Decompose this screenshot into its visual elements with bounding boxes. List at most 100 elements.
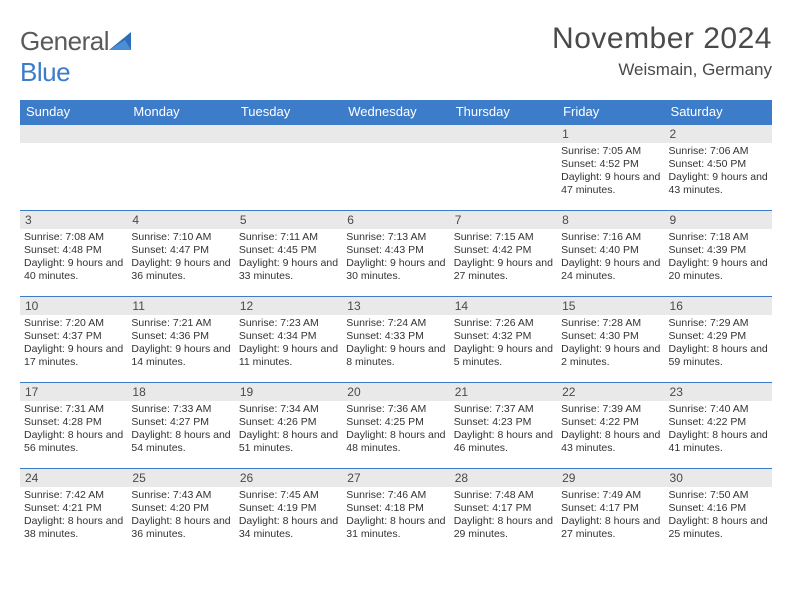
day-number: 29 <box>557 469 664 487</box>
calendar-head: SundayMondayTuesdayWednesdayThursdayFrid… <box>20 100 772 124</box>
calendar-cell: 6Sunrise: 7:13 AMSunset: 4:43 PMDaylight… <box>342 210 449 296</box>
day-number: 27 <box>342 469 449 487</box>
brand-logo: GeneralBlue <box>20 22 131 88</box>
calendar-cell: 5Sunrise: 7:11 AMSunset: 4:45 PMDaylight… <box>235 210 342 296</box>
day-number <box>342 125 449 143</box>
calendar-cell: 18Sunrise: 7:33 AMSunset: 4:27 PMDayligh… <box>127 382 234 468</box>
dow-header: Thursday <box>450 100 557 124</box>
day-info: Sunrise: 7:26 AMSunset: 4:32 PMDaylight:… <box>450 315 557 372</box>
triangle-icon <box>109 32 131 50</box>
day-number: 3 <box>20 211 127 229</box>
month-title: November 2024 <box>552 22 772 56</box>
day-number: 30 <box>665 469 772 487</box>
brand-text: GeneralBlue <box>20 26 131 88</box>
calendar-cell <box>450 124 557 210</box>
day-number <box>450 125 557 143</box>
day-info: Sunrise: 7:31 AMSunset: 4:28 PMDaylight:… <box>20 401 127 458</box>
calendar-cell: 2Sunrise: 7:06 AMSunset: 4:50 PMDaylight… <box>665 124 772 210</box>
day-number: 28 <box>450 469 557 487</box>
calendar-cell: 28Sunrise: 7:48 AMSunset: 4:17 PMDayligh… <box>450 468 557 554</box>
calendar-week: 24Sunrise: 7:42 AMSunset: 4:21 PMDayligh… <box>20 468 772 554</box>
calendar-cell: 8Sunrise: 7:16 AMSunset: 4:40 PMDaylight… <box>557 210 664 296</box>
day-number <box>127 125 234 143</box>
calendar-cell: 11Sunrise: 7:21 AMSunset: 4:36 PMDayligh… <box>127 296 234 382</box>
calendar-week: 3Sunrise: 7:08 AMSunset: 4:48 PMDaylight… <box>20 210 772 296</box>
calendar-cell: 27Sunrise: 7:46 AMSunset: 4:18 PMDayligh… <box>342 468 449 554</box>
calendar-cell <box>127 124 234 210</box>
dow-header: Sunday <box>20 100 127 124</box>
calendar-cell: 25Sunrise: 7:43 AMSunset: 4:20 PMDayligh… <box>127 468 234 554</box>
day-number: 12 <box>235 297 342 315</box>
calendar-cell: 15Sunrise: 7:28 AMSunset: 4:30 PMDayligh… <box>557 296 664 382</box>
dow-header: Tuesday <box>235 100 342 124</box>
day-number: 17 <box>20 383 127 401</box>
day-info: Sunrise: 7:15 AMSunset: 4:42 PMDaylight:… <box>450 229 557 286</box>
header: GeneralBlue November 2024 Weismain, Germ… <box>20 22 772 88</box>
calendar-cell: 26Sunrise: 7:45 AMSunset: 4:19 PMDayligh… <box>235 468 342 554</box>
day-info: Sunrise: 7:28 AMSunset: 4:30 PMDaylight:… <box>557 315 664 372</box>
calendar-cell <box>342 124 449 210</box>
calendar-cell: 9Sunrise: 7:18 AMSunset: 4:39 PMDaylight… <box>665 210 772 296</box>
day-number: 4 <box>127 211 234 229</box>
location-label: Weismain, Germany <box>552 60 772 80</box>
day-number: 5 <box>235 211 342 229</box>
day-number: 26 <box>235 469 342 487</box>
day-info: Sunrise: 7:13 AMSunset: 4:43 PMDaylight:… <box>342 229 449 286</box>
day-number: 15 <box>557 297 664 315</box>
brand-text-2: Blue <box>20 57 70 87</box>
calendar-week: 10Sunrise: 7:20 AMSunset: 4:37 PMDayligh… <box>20 296 772 382</box>
day-number: 8 <box>557 211 664 229</box>
calendar-table: SundayMondayTuesdayWednesdayThursdayFrid… <box>20 100 772 554</box>
day-number: 10 <box>20 297 127 315</box>
day-info: Sunrise: 7:18 AMSunset: 4:39 PMDaylight:… <box>665 229 772 286</box>
day-info: Sunrise: 7:50 AMSunset: 4:16 PMDaylight:… <box>665 487 772 544</box>
day-number: 16 <box>665 297 772 315</box>
day-number <box>235 125 342 143</box>
calendar-cell: 24Sunrise: 7:42 AMSunset: 4:21 PMDayligh… <box>20 468 127 554</box>
calendar-cell <box>235 124 342 210</box>
calendar-cell: 17Sunrise: 7:31 AMSunset: 4:28 PMDayligh… <box>20 382 127 468</box>
day-number: 1 <box>557 125 664 143</box>
day-number: 14 <box>450 297 557 315</box>
calendar-week: 17Sunrise: 7:31 AMSunset: 4:28 PMDayligh… <box>20 382 772 468</box>
day-info: Sunrise: 7:40 AMSunset: 4:22 PMDaylight:… <box>665 401 772 458</box>
day-number: 23 <box>665 383 772 401</box>
calendar-cell: 22Sunrise: 7:39 AMSunset: 4:22 PMDayligh… <box>557 382 664 468</box>
day-number: 22 <box>557 383 664 401</box>
day-number <box>20 125 127 143</box>
brand-text-1: General <box>20 26 109 56</box>
day-info: Sunrise: 7:36 AMSunset: 4:25 PMDaylight:… <box>342 401 449 458</box>
day-info: Sunrise: 7:45 AMSunset: 4:19 PMDaylight:… <box>235 487 342 544</box>
day-info: Sunrise: 7:06 AMSunset: 4:50 PMDaylight:… <box>665 143 772 200</box>
day-number: 19 <box>235 383 342 401</box>
calendar-cell: 13Sunrise: 7:24 AMSunset: 4:33 PMDayligh… <box>342 296 449 382</box>
dow-header: Saturday <box>665 100 772 124</box>
day-number: 6 <box>342 211 449 229</box>
dow-header: Wednesday <box>342 100 449 124</box>
day-number: 2 <box>665 125 772 143</box>
calendar-cell <box>20 124 127 210</box>
calendar-cell: 3Sunrise: 7:08 AMSunset: 4:48 PMDaylight… <box>20 210 127 296</box>
dow-header: Monday <box>127 100 234 124</box>
day-info: Sunrise: 7:33 AMSunset: 4:27 PMDaylight:… <box>127 401 234 458</box>
day-info: Sunrise: 7:21 AMSunset: 4:36 PMDaylight:… <box>127 315 234 372</box>
day-number: 25 <box>127 469 234 487</box>
calendar-cell: 16Sunrise: 7:29 AMSunset: 4:29 PMDayligh… <box>665 296 772 382</box>
day-number: 20 <box>342 383 449 401</box>
day-info: Sunrise: 7:42 AMSunset: 4:21 PMDaylight:… <box>20 487 127 544</box>
calendar-cell: 14Sunrise: 7:26 AMSunset: 4:32 PMDayligh… <box>450 296 557 382</box>
calendar-cell: 7Sunrise: 7:15 AMSunset: 4:42 PMDaylight… <box>450 210 557 296</box>
day-info: Sunrise: 7:49 AMSunset: 4:17 PMDaylight:… <box>557 487 664 544</box>
calendar-cell: 4Sunrise: 7:10 AMSunset: 4:47 PMDaylight… <box>127 210 234 296</box>
day-info: Sunrise: 7:46 AMSunset: 4:18 PMDaylight:… <box>342 487 449 544</box>
day-info: Sunrise: 7:16 AMSunset: 4:40 PMDaylight:… <box>557 229 664 286</box>
day-info: Sunrise: 7:08 AMSunset: 4:48 PMDaylight:… <box>20 229 127 286</box>
day-info: Sunrise: 7:48 AMSunset: 4:17 PMDaylight:… <box>450 487 557 544</box>
day-info: Sunrise: 7:43 AMSunset: 4:20 PMDaylight:… <box>127 487 234 544</box>
day-info: Sunrise: 7:20 AMSunset: 4:37 PMDaylight:… <box>20 315 127 372</box>
title-block: November 2024 Weismain, Germany <box>552 22 772 80</box>
day-info: Sunrise: 7:39 AMSunset: 4:22 PMDaylight:… <box>557 401 664 458</box>
calendar-cell: 21Sunrise: 7:37 AMSunset: 4:23 PMDayligh… <box>450 382 557 468</box>
calendar-cell: 30Sunrise: 7:50 AMSunset: 4:16 PMDayligh… <box>665 468 772 554</box>
day-info: Sunrise: 7:11 AMSunset: 4:45 PMDaylight:… <box>235 229 342 286</box>
